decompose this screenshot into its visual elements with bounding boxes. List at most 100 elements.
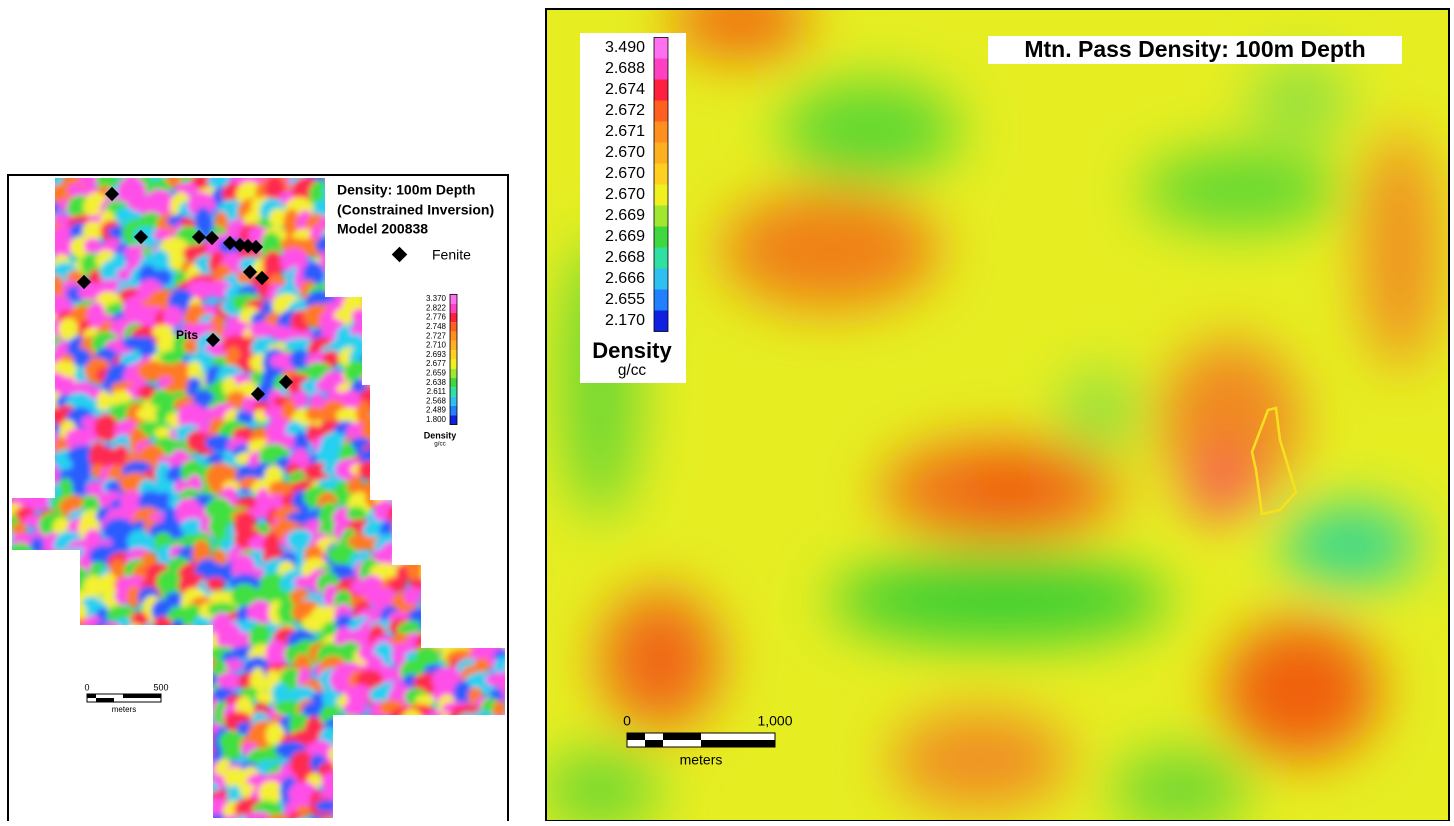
colorbar-label: 2.489 [426,406,447,415]
colorbar-swatch [450,341,457,350]
colorbar-label: 2.748 [426,322,447,331]
colorbar-label: 2.674 [605,81,645,98]
scale-label: 1,000 [757,713,792,729]
colorbar-swatch [450,350,457,359]
colorbar-label: 2.670 [605,144,645,161]
blob [97,390,112,412]
scale-unit: meters [680,752,723,768]
blob [508,643,522,671]
blob [225,659,244,671]
colorbar-title: Density [592,338,672,363]
colorbar-label: 2.670 [605,165,645,182]
colorbar-swatch [654,185,668,206]
colorbar-label: 2.727 [426,331,447,340]
colorbar-label: 2.568 [426,396,447,405]
colorbar-swatch [654,164,668,185]
blob [510,783,525,806]
colorbar-swatch [654,311,668,332]
blob [510,605,528,618]
colorbar-swatch [654,206,668,227]
left-title: Density: 100m Depth [337,182,475,198]
colorbar-label: 2.611 [427,387,447,396]
colorbar-label: 2.659 [426,369,447,378]
colorbar-swatch [450,397,457,406]
colorbar-label: 2.669 [605,207,645,224]
blob [1220,620,1380,760]
blob [403,587,421,605]
colorbar-swatch [654,269,668,290]
colorbar-swatch [654,290,668,311]
colorbar-swatch [450,369,457,378]
blob [322,691,337,708]
colorbar-title: Density [424,430,457,440]
blob [72,482,87,496]
colorbar-swatch [450,387,457,396]
blob [1250,60,1350,140]
blob [186,604,201,618]
blob [890,710,1070,810]
blob [250,322,274,338]
colorbar-label: 3.370 [426,294,447,303]
blob [505,269,531,293]
blob [506,541,529,554]
colorbar-label: 2.677 [426,359,447,368]
colorbar-label: 2.655 [605,291,645,308]
blob [485,672,513,687]
scale-label: 0 [623,713,631,729]
colorbar-swatch [654,248,668,269]
colorbar-label: 2.668 [605,249,645,266]
colorbar-label: 2.672 [605,102,645,119]
figure: Density: 100m Depth (Constrained Inversi… [0,0,1454,821]
blob [1190,459,1250,515]
blob [507,757,526,771]
colorbar-swatch [450,359,457,368]
colorbar-label: 2.669 [605,228,645,245]
blob [71,458,91,484]
colorbar-swatch [654,59,668,80]
colorbar-swatch [654,143,668,164]
colorbar-label: 3.490 [605,39,645,56]
colorbar-swatch [450,294,457,303]
right-title: Mtn. Pass Density: 100m Depth [1024,36,1365,62]
legend-label: Fenite [432,247,471,263]
left-title: Model 200838 [337,221,428,237]
blob [346,506,366,520]
blob [163,306,184,327]
colorbar-swatch [654,227,668,248]
colorbar-label: 2.693 [426,350,447,359]
colorbar-label: 2.170 [605,312,645,329]
blob [509,312,525,330]
blob [1140,150,1340,230]
colorbar-swatch [450,415,457,424]
blob [507,795,529,821]
right-colorbar: 3.490 2.688 2.674 2.672 2.671 2.670 2.670 2.670… [592,38,672,379]
colorbar-swatch [450,304,457,313]
blob [506,487,532,510]
blob [506,776,532,791]
colorbar-label: 2.688 [605,60,645,77]
colorbar-swatch [450,322,457,331]
blob [830,555,1170,645]
blob [970,470,1050,510]
colorbar-label: 2.822 [426,303,447,312]
scale-unit: meters [112,705,136,714]
colorbar-label: 2.670 [605,186,645,203]
blob [720,190,940,310]
colorbar-label: 1.800 [426,415,447,424]
colorbar-label: 2.671 [605,123,645,140]
colorbar-unit: g/cc [434,440,446,447]
colorbar-unit: g/cc [618,362,647,379]
colorbar-swatch [654,80,668,101]
colorbar-label: 2.710 [426,341,447,350]
blob [259,781,284,805]
colorbar-swatch [654,38,668,59]
colorbar-label: 2.776 [426,313,447,322]
colorbar-swatch [654,101,668,122]
map-label: Pits [176,328,198,342]
scale-label: 0 [84,682,89,692]
colorbar-swatch [654,122,668,143]
blob [343,700,367,716]
colorbar-swatch [450,332,457,341]
blob [1360,130,1440,370]
colorbar-label: 2.666 [605,270,645,287]
